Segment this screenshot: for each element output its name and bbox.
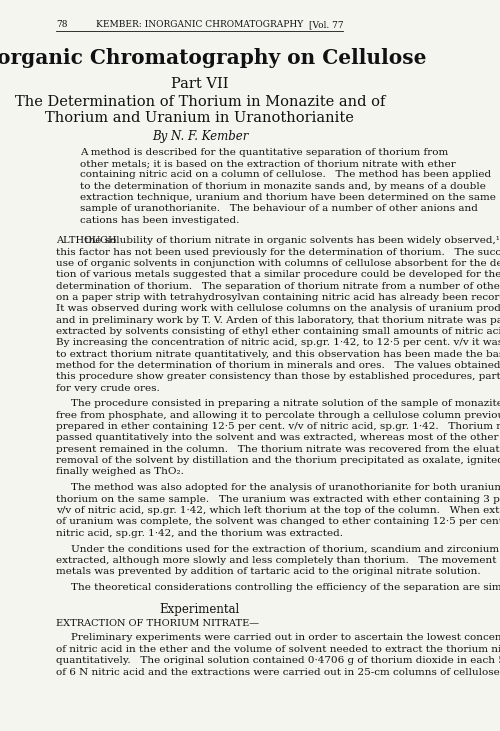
Text: EXTRACTION OF THORIUM NITRATE—: EXTRACTION OF THORIUM NITRATE—	[56, 618, 260, 628]
Text: present remained in the column.   The thorium nitrate was recovered from the elu: present remained in the column. The thor…	[56, 444, 500, 454]
Text: The procedure consisted in preparing a nitrate solution of the sample of monazit: The procedure consisted in preparing a n…	[72, 399, 500, 409]
Text: By increasing the concentration of nitric acid, sp.gr. 1·42, to 12·5 per cent. v: By increasing the concentration of nitri…	[56, 338, 500, 347]
Text: cations has been investigated.: cations has been investigated.	[80, 216, 239, 224]
Text: containing nitric acid on a column of cellulose.   The method has been applied: containing nitric acid on a column of ce…	[80, 170, 491, 179]
Text: other metals; it is based on the extraction of thorium nitrate with ether: other metals; it is based on the extract…	[80, 159, 456, 168]
Text: determination of thorium.   The separation of thorium nitrate from a number of o: determination of thorium. The separation…	[56, 281, 500, 291]
Text: Thorium and Uranium in Uranothorianite: Thorium and Uranium in Uranothorianite	[46, 111, 354, 125]
Text: thorium on the same sample.   The uranium was extracted with ether containing 3 : thorium on the same sample. The uranium …	[56, 494, 500, 504]
Text: to the determination of thorium in monazite sands and, by means of a double: to the determination of thorium in monaz…	[80, 181, 486, 191]
Text: this procedure show greater consistency than those by established procedures, pa: this procedure show greater consistency …	[56, 372, 500, 382]
Text: quantitatively.   The original solution contained 0·4706 g of thorium dioxide in: quantitatively. The original solution co…	[56, 656, 500, 665]
Text: ALTHOUGH: ALTHOUGH	[56, 236, 117, 246]
Text: and in preliminary work by T. V. Arden of this laboratory, that thorium nitrate : and in preliminary work by T. V. Arden o…	[56, 316, 500, 325]
Text: The theoretical considerations controlling the efficiency of the separation are : The theoretical considerations controlli…	[72, 583, 500, 591]
Text: free from phosphate, and allowing it to percolate through a cellulose column pre: free from phosphate, and allowing it to …	[56, 411, 500, 420]
Text: to extract thorium nitrate quantitatively, and this observation has been made th: to extract thorium nitrate quantitativel…	[56, 349, 500, 359]
Text: Inorganic Chromatography on Cellulose: Inorganic Chromatography on Cellulose	[0, 48, 426, 67]
Text: this factor has not been used previously for the determination of thorium.   The: this factor has not been used previously…	[56, 248, 500, 257]
Text: the solubility of thorium nitrate in organic solvents has been widely observed,¹: the solubility of thorium nitrate in org…	[80, 236, 500, 246]
Text: [Vol. 77: [Vol. 77	[309, 20, 344, 29]
Text: metals was prevented by addition of tartaric acid to the original nitrate soluti: metals was prevented by addition of tart…	[56, 567, 481, 576]
Text: A method is described for the quantitative separation of thorium from: A method is described for the quantitati…	[80, 148, 448, 156]
Text: v/v of nitric acid, sp.gr. 1·42, which left thorium at the top of the column.   : v/v of nitric acid, sp.gr. 1·42, which l…	[56, 506, 500, 515]
Text: of uranium was complete, the solvent was changed to ether containing 12·5 per ce: of uranium was complete, the solvent was…	[56, 517, 500, 526]
Text: Preliminary experiments were carried out in order to ascertain the lowest concen: Preliminary experiments were carried out…	[72, 633, 500, 643]
Text: 78: 78	[56, 20, 68, 29]
Text: Under the conditions used for the extraction of thorium, scandium and zirconium : Under the conditions used for the extrac…	[72, 544, 500, 553]
Text: finally weighed as ThO₂.: finally weighed as ThO₂.	[56, 467, 184, 477]
Text: extracted, although more slowly and less completely than thorium.   The movement: extracted, although more slowly and less…	[56, 556, 500, 564]
Text: KEMBER: INORGANIC CHROMATOGRAPHY: KEMBER: INORGANIC CHROMATOGRAPHY	[96, 20, 304, 29]
Text: passed quantitatively into the solvent and was extracted, whereas most of the ot: passed quantitatively into the solvent a…	[56, 433, 500, 442]
Text: removal of the solvent by distillation and the thorium precipitated as oxalate, : removal of the solvent by distillation a…	[56, 456, 500, 465]
Text: nitric acid, sp.gr. 1·42, and the thorium was extracted.: nitric acid, sp.gr. 1·42, and the thoriu…	[56, 529, 344, 537]
Text: for very crude ores.: for very crude ores.	[56, 384, 160, 393]
Text: extraction technique, uranium and thorium have been determined on the same: extraction technique, uranium and thoriu…	[80, 193, 496, 202]
Text: tion of various metals suggested that a similar procedure could be developed for: tion of various metals suggested that a …	[56, 270, 500, 279]
Text: prepared in ether containing 12·5 per cent. v/v of nitric acid, sp.gr. 1·42.   T: prepared in ether containing 12·5 per ce…	[56, 422, 500, 431]
Text: method for the determination of thorium in minerals and ores.   The values obtai: method for the determination of thorium …	[56, 361, 500, 370]
Text: use of organic solvents in conjunction with columns of cellulose absorbent for t: use of organic solvents in conjunction w…	[56, 259, 500, 268]
Text: The Determination of Thorium in Monazite and of: The Determination of Thorium in Monazite…	[14, 95, 385, 109]
Text: of 6 N nitric acid and the extractions were carried out in 25-cm columns of cell: of 6 N nitric acid and the extractions w…	[56, 667, 500, 676]
Text: extracted by solvents consisting of ethyl ether containing small amounts of nitr: extracted by solvents consisting of ethy…	[56, 327, 500, 336]
Text: of nitric acid in the ether and the volume of solvent needed to extract the thor: of nitric acid in the ether and the volu…	[56, 645, 500, 654]
Text: Experimental: Experimental	[160, 602, 240, 616]
Text: sample of uranothorianite.   The behaviour of a number of other anions and: sample of uranothorianite. The behaviour…	[80, 204, 477, 213]
Text: Part VII: Part VII	[171, 77, 228, 91]
Text: The method was also adopted for the analysis of uranothorianite for both uranium: The method was also adopted for the anal…	[72, 483, 500, 492]
Text: By N. F. Kember: By N. F. Kember	[152, 130, 248, 143]
Text: It was observed during work with cellulose columns on the analysis of uranium pr: It was observed during work with cellulo…	[56, 304, 500, 314]
Text: on a paper strip with tetrahydrosylvan containing nitric acid has already been r: on a paper strip with tetrahydrosylvan c…	[56, 293, 500, 302]
